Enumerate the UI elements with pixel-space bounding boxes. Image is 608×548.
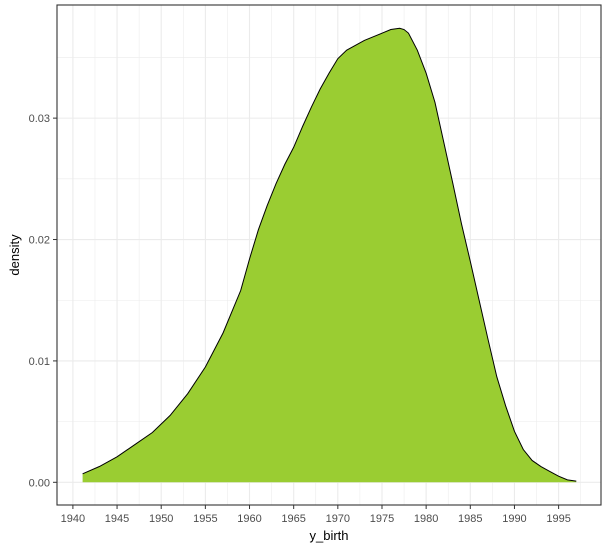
density-area: [82, 28, 577, 483]
panel-border: [56, 4, 602, 506]
x-tick-label: 1960: [237, 513, 261, 525]
x-tick-label: 1995: [546, 513, 570, 525]
x-axis-title: y_birth: [309, 528, 348, 543]
y-axis-title: density: [7, 234, 22, 276]
y-tick-label: 0.02: [29, 235, 50, 247]
x-tick-label: 1945: [105, 513, 129, 525]
x-tick-label: 1975: [370, 513, 394, 525]
y-tick-label: 0.00: [29, 477, 50, 489]
x-tick-label: 1980: [414, 513, 438, 525]
y-axis-ticks: 0.00 0.01 0.02 0.03: [29, 113, 57, 489]
x-tick-label: 1985: [458, 513, 482, 525]
y-tick-label: 0.03: [29, 113, 50, 125]
y-tick-label: 0.01: [29, 356, 50, 368]
density-curve: [82, 27, 577, 482]
x-tick-label: 1965: [281, 513, 305, 525]
x-tick-label: 1940: [61, 513, 85, 525]
x-tick-label: 1970: [326, 513, 350, 525]
x-tick-label: 1950: [149, 513, 173, 525]
x-axis-ticks: 1940 1945 1950 1955 1960 1965 1970 1975 1980 1985…: [61, 505, 571, 525]
x-tick-label: 1990: [502, 513, 526, 525]
x-tick-label: 1955: [193, 513, 217, 525]
